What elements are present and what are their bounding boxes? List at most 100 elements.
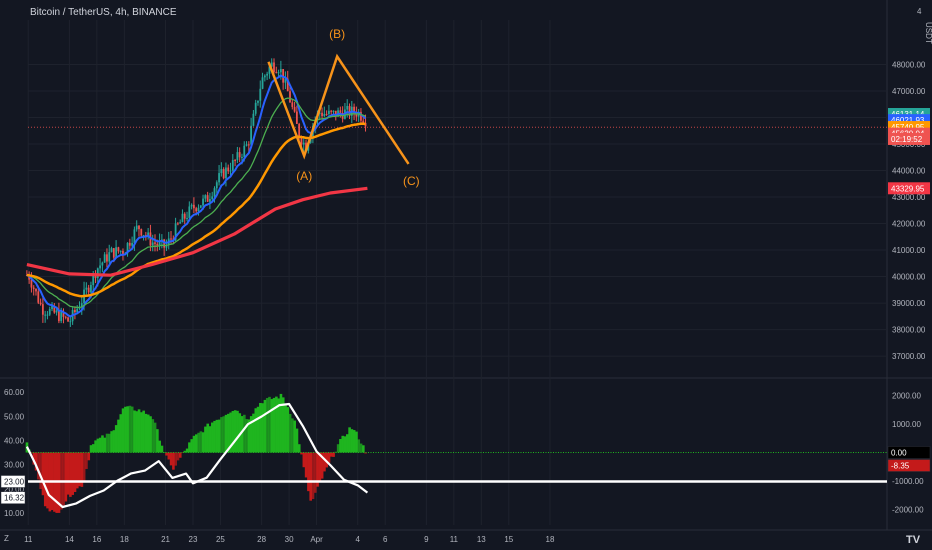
candle-body — [183, 213, 186, 219]
time-tick-label: 13 — [477, 535, 486, 544]
histogram-bar — [256, 406, 260, 453]
candle-body — [85, 287, 88, 290]
histogram-bar — [320, 452, 324, 479]
candle-body — [60, 311, 63, 322]
oscillator-line — [25, 402, 369, 509]
histogram-bar — [263, 399, 267, 453]
candle-body — [115, 247, 117, 258]
histogram-bar — [277, 398, 280, 453]
histogram-bar — [240, 416, 244, 453]
candle-body — [78, 307, 81, 309]
histogram-bar — [201, 432, 205, 453]
tradingview-logo: TV — [906, 534, 921, 546]
candle-body — [39, 302, 42, 305]
price-tick-label: 43000.00 — [892, 193, 926, 202]
candle-body — [298, 123, 301, 138]
histogram-bar — [281, 397, 285, 453]
histogram-bar — [293, 420, 296, 453]
histogram-bar — [229, 412, 232, 453]
candle-body — [32, 287, 35, 289]
candle-body — [330, 110, 333, 112]
price-tick-label: 39000.00 — [892, 299, 926, 308]
time-tick-label: 11 — [450, 535, 459, 544]
histogram-bar — [265, 398, 269, 453]
histogram-bar — [151, 419, 155, 453]
candle-body — [190, 204, 193, 207]
price-tag-label: 46021.93 — [891, 116, 925, 125]
histogram-bar — [231, 410, 235, 453]
candle-body — [64, 316, 67, 318]
histogram-bar — [254, 408, 258, 453]
candle-body — [53, 305, 56, 313]
candle-body — [55, 310, 58, 313]
candle-body — [348, 106, 351, 116]
histogram-bar — [41, 452, 45, 496]
histogram-bar — [75, 452, 79, 489]
histogram-bar — [211, 422, 214, 453]
wave-line — [267, 53, 410, 165]
histogram-bar — [85, 452, 88, 469]
histogram-bar — [112, 430, 116, 453]
candle-body — [362, 120, 365, 123]
candle-body — [158, 241, 161, 246]
candle-body — [220, 169, 223, 174]
candle-body — [135, 225, 138, 230]
histogram-bar — [169, 452, 173, 466]
ema-mid-line — [26, 97, 366, 309]
histogram-bar — [101, 435, 104, 453]
candle-body — [165, 245, 168, 248]
candle-body — [110, 248, 113, 253]
time-tick-label: 4 — [356, 535, 361, 544]
zero-tag — [887, 446, 931, 459]
candle-body — [289, 91, 291, 103]
candle-body — [90, 285, 92, 293]
candle-body — [154, 242, 156, 244]
histogram-bar — [362, 445, 365, 453]
candle-body — [204, 195, 207, 199]
histogram-bar — [121, 408, 125, 453]
histogram-bar — [220, 417, 223, 453]
histogram-bar — [183, 450, 187, 453]
price-tag — [888, 182, 930, 195]
histogram-bar — [215, 419, 219, 453]
candle-body — [211, 196, 214, 200]
candle-body — [193, 204, 195, 209]
osc-value-tag — [0, 491, 26, 504]
histogram-bar — [279, 393, 283, 453]
candle-body — [101, 262, 104, 266]
candle-body — [286, 78, 289, 92]
hist-tag — [887, 459, 931, 472]
candle-body — [263, 75, 266, 78]
histogram-bar — [275, 396, 278, 453]
candle-body — [325, 113, 328, 115]
timezone-icon[interactable]: Z — [4, 534, 9, 543]
histogram-bar — [185, 448, 189, 453]
candle-body — [364, 122, 367, 127]
candle-body — [270, 62, 273, 67]
histogram-bar — [325, 452, 329, 468]
price-tick-label: 38000.00 — [892, 326, 926, 335]
histogram-bar — [222, 416, 226, 453]
histogram-bar — [204, 426, 207, 453]
svg-text:TV: TV — [906, 534, 921, 546]
candle-body — [138, 225, 140, 230]
candle-body — [268, 66, 271, 74]
histogram-bar — [261, 403, 264, 453]
histogram-bar — [348, 427, 351, 453]
price-tick-label: 48000.00 — [892, 60, 926, 69]
candle-body — [147, 232, 150, 237]
histogram-bar — [69, 452, 72, 497]
histogram-bar — [313, 452, 317, 493]
candle-body — [112, 248, 115, 258]
elliott-wave: (A) (B) (C) — [267, 27, 420, 188]
candle-body — [96, 268, 99, 279]
candle-body — [186, 218, 188, 220]
histogram-bar — [144, 413, 148, 453]
price-axis-top-tick: 4 — [917, 7, 922, 16]
histogram-bar — [224, 414, 228, 453]
histogram-bar — [286, 407, 290, 453]
histogram-bar — [307, 452, 310, 492]
candle-body — [176, 223, 179, 225]
osc-left-tick: 10.00 — [4, 509, 25, 518]
